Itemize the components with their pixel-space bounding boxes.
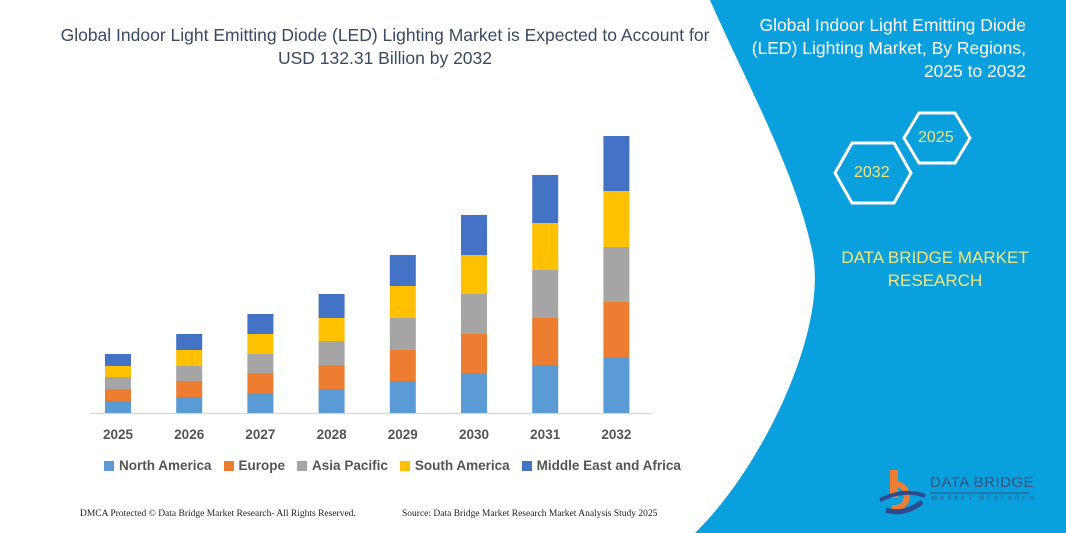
side-panel-title: Global Indoor Light Emitting Diode (LED)… [751, 15, 1026, 81]
bar-2032-south-america [603, 191, 630, 247]
x-tick-label: 2025 [103, 427, 134, 442]
brand-text: DATA BRIDGE MARKET RESEARCH [841, 248, 1029, 290]
x-tick-label: 2032 [601, 427, 631, 442]
bar-2026-europe [176, 381, 203, 397]
hex-2025 [902, 111, 972, 165]
legend-label: Asia Pacific [312, 458, 388, 473]
bar-2029-asia-pacific [389, 318, 416, 350]
bar-2030-middle-east-and-africa [461, 215, 487, 255]
bar-2028-north-america [318, 389, 345, 413]
chart-title: Global Indoor Light Emitting Diode (LED)… [60, 25, 710, 68]
x-tick-label: 2029 [388, 427, 418, 442]
footer-copyright: DMCA Protected © Data Bridge Market Rese… [80, 509, 356, 519]
bar-2032-europe [603, 302, 630, 358]
bar-2026-south-america [176, 350, 203, 366]
bar-2031-south-america [532, 223, 559, 270]
legend-label: South America [414, 458, 510, 473]
hex-start-label: 2025 [918, 129, 954, 146]
bar-2029-europe [389, 350, 416, 381]
footer-source: Source: Data Bridge Market Research Mark… [402, 509, 658, 519]
bar-2028-europe [318, 365, 345, 389]
bar-2025-north-america [105, 401, 131, 413]
bar-2028-south-america [318, 318, 345, 341]
bar-2031-middle-east-and-africa [532, 175, 559, 223]
legend-item: North America [104, 458, 212, 473]
bar-2031-asia-pacific [532, 270, 559, 318]
legend-label: Middle East and Africa [536, 458, 681, 473]
bar-2027-europe [247, 373, 274, 393]
legend-item: Asia Pacific [297, 458, 388, 473]
legend: North America Europe Asia Pacific South Ame… [104, 458, 681, 473]
bar-2032-asia-pacific [603, 247, 630, 302]
hex-end-label: 2032 [854, 164, 890, 181]
legend-swatch [521, 460, 532, 471]
x-tick-label: 2026 [174, 427, 205, 442]
bar-2030-asia-pacific [461, 294, 487, 334]
logo-icon [879, 470, 926, 515]
bar-2027-north-america [247, 393, 274, 413]
x-tick-label: 2030 [459, 427, 489, 442]
legend-label: Europe [238, 458, 286, 473]
bar-2032-north-america [603, 358, 630, 413]
bar-2029-south-america [389, 286, 416, 318]
logo-text: DATA BRIDGE [930, 474, 1035, 491]
bar-2027-asia-pacific [247, 354, 274, 373]
bar-2025-middle-east-and-africa [105, 354, 131, 366]
legend-item: Europe [223, 458, 286, 473]
bar-2029-middle-east-and-africa [389, 255, 416, 286]
bar-2028-middle-east-and-africa [318, 294, 345, 318]
bar-2030-south-america [461, 255, 487, 294]
legend-item: South America [399, 458, 510, 473]
bar-2025-europe [105, 389, 131, 401]
x-tick-label: 2031 [530, 427, 561, 442]
legend-swatch [297, 460, 308, 471]
bar-2027-south-america [247, 334, 274, 354]
legend-swatch [104, 460, 114, 471]
x-tick-label: 2027 [245, 427, 275, 442]
bar-2029-north-america [389, 381, 416, 413]
legend-swatch [223, 460, 234, 471]
legend-swatch [399, 460, 410, 471]
bar-2030-north-america [461, 373, 487, 413]
bar-2030-europe [461, 334, 487, 373]
side-panel-shape [695, 0, 1066, 533]
bar-2028-asia-pacific [318, 341, 345, 365]
logo-subtext: MARKET RESEARCH [932, 496, 1037, 502]
bar-2026-asia-pacific [176, 366, 203, 381]
bar-2025-asia-pacific [105, 377, 131, 389]
hex-2032 [833, 141, 913, 205]
bar-2031-europe [532, 318, 559, 365]
bar-2026-middle-east-and-africa [176, 334, 203, 350]
bar-2027-middle-east-and-africa [247, 314, 274, 334]
legend-label: North America [119, 458, 212, 473]
bar-2025-south-america [105, 366, 131, 377]
bar-2032-middle-east-and-africa [603, 136, 630, 191]
legend-item: Middle East and Africa [521, 458, 681, 473]
bar-2031-north-america [532, 365, 559, 413]
x-tick-label: 2028 [317, 427, 348, 442]
bar-2026-north-america [176, 397, 203, 413]
